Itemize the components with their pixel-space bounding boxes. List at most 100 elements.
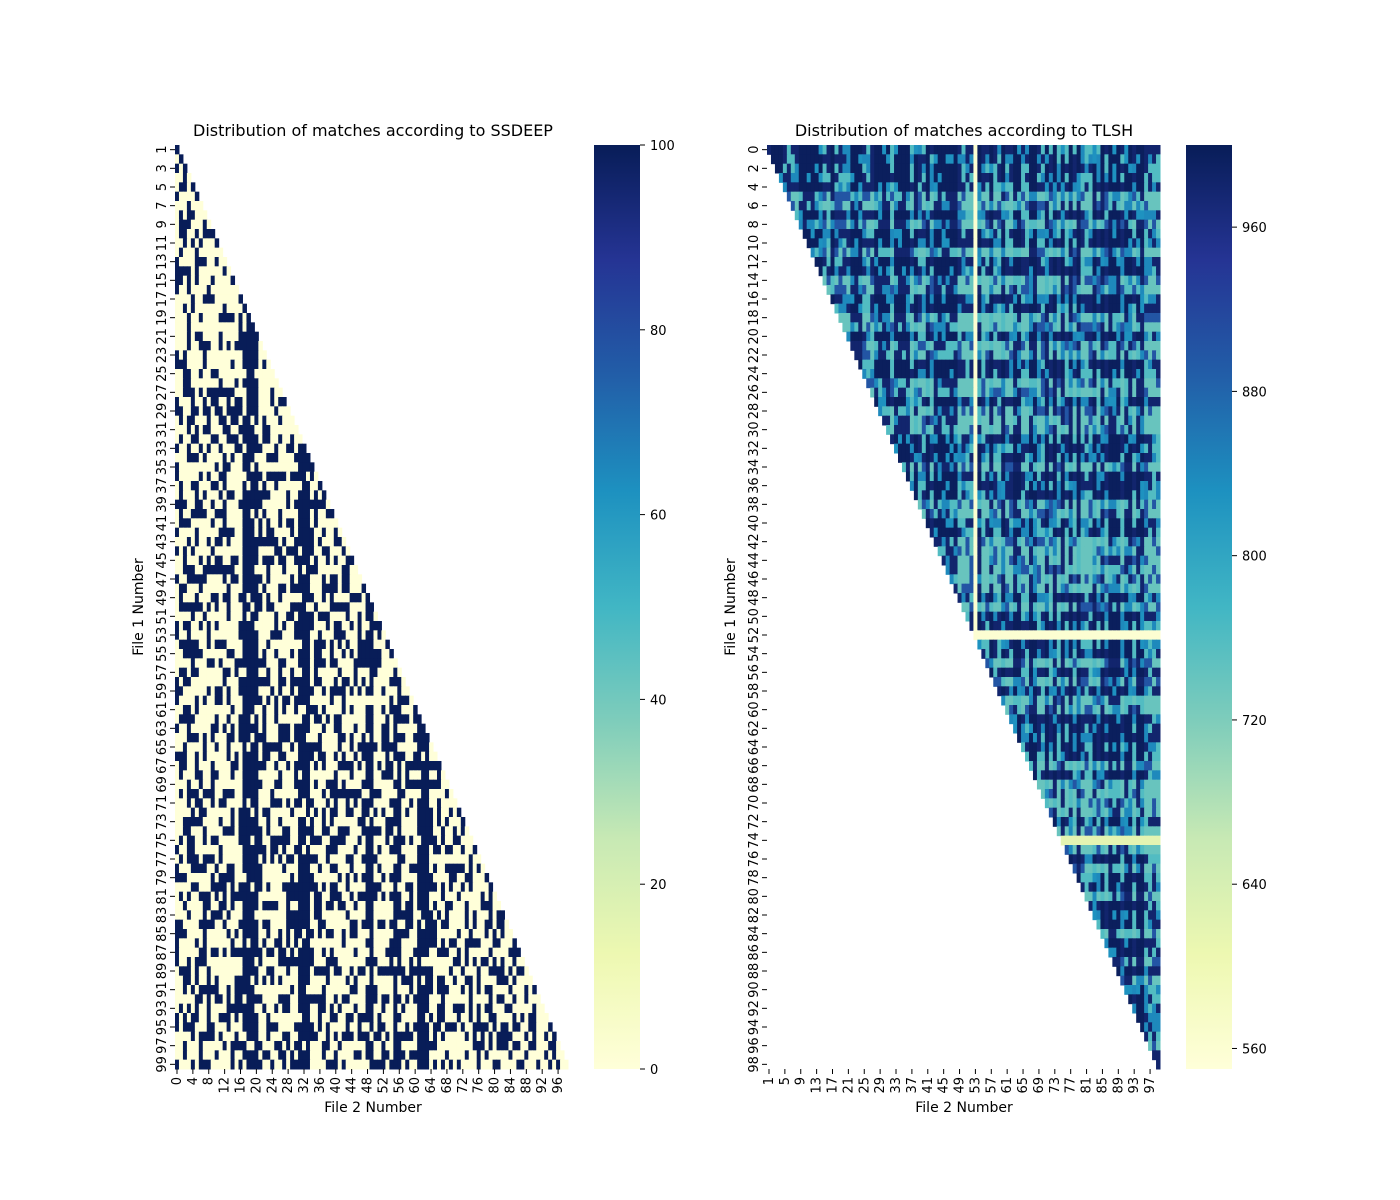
ssdeep-cell xyxy=(484,1003,490,1014)
ssdeep-cell xyxy=(357,938,363,949)
ssdeep-cell xyxy=(294,574,299,585)
ssdeep-cell xyxy=(198,705,204,715)
ssdeep-cell xyxy=(405,845,410,855)
ssdeep-cell xyxy=(186,322,192,333)
ssdeep-cell xyxy=(448,985,454,995)
ssdeep-cell xyxy=(309,518,315,529)
ssdeep-cell xyxy=(290,565,295,575)
ssdeep-cell xyxy=(302,677,307,687)
ssdeep-cell xyxy=(182,817,188,827)
ssdeep-cell xyxy=(440,1013,446,1023)
ssdeep-cell xyxy=(333,770,339,781)
ssdeep-cell xyxy=(210,639,216,650)
ssdeep-cell xyxy=(294,761,299,771)
ssdeep-cell xyxy=(254,555,259,566)
ssdeep-cell xyxy=(210,425,216,435)
ssdeep-cell xyxy=(361,649,367,659)
ssdeep-cell xyxy=(425,957,430,967)
ssdeep-cell xyxy=(337,649,343,659)
ssdeep-cell xyxy=(306,649,311,659)
ssdeep-cell xyxy=(520,966,525,977)
ssdeep-cell xyxy=(258,630,263,641)
ssdeep-cell xyxy=(250,882,255,893)
ssdeep-cell xyxy=(294,695,299,706)
ssdeep-cell xyxy=(194,565,200,575)
ssdeep-cell xyxy=(448,947,454,958)
ssdeep-cell xyxy=(313,518,319,529)
ssdeep-cell xyxy=(329,929,335,939)
ssdeep-cell xyxy=(345,677,351,687)
ssdeep-cell xyxy=(234,957,240,967)
ssdeep-cell xyxy=(250,415,255,426)
ssdeep-cell xyxy=(369,761,374,771)
ssdeep-cell xyxy=(401,845,406,855)
ssdeep-cell xyxy=(361,873,367,883)
ssdeep-cell xyxy=(512,1031,517,1042)
ssdeep-cell xyxy=(202,1022,208,1033)
ssdeep-cell xyxy=(524,985,529,995)
ssdeep-cell xyxy=(210,1059,216,1070)
ssdeep-cell xyxy=(234,705,240,715)
ssdeep-cell xyxy=(210,891,216,902)
ssdeep-cell xyxy=(385,779,390,790)
ssdeep-cell xyxy=(270,378,275,389)
ssdeep-cell xyxy=(250,826,255,837)
ssdeep-cell xyxy=(238,845,243,855)
ssdeep-cell xyxy=(405,1022,410,1033)
ssdeep-cell xyxy=(194,985,200,995)
ssdeep-cell xyxy=(309,583,315,594)
ssdeep-cell xyxy=(468,985,474,995)
ssdeep-cell xyxy=(421,845,426,855)
ssdeep-cell xyxy=(270,490,275,501)
ssdeep-cell xyxy=(194,537,200,547)
ssdeep-cell xyxy=(214,443,220,454)
ssdeep-cell xyxy=(298,901,303,911)
ssdeep-cell xyxy=(202,350,208,361)
ssdeep-cell xyxy=(325,649,331,659)
ssdeep-cell xyxy=(234,462,240,473)
ssdeep-cell xyxy=(349,891,355,902)
ssdeep-cell xyxy=(278,854,283,865)
ssdeep-cell xyxy=(317,817,323,827)
ssdeep-cell xyxy=(433,910,438,921)
ssdeep-cell xyxy=(206,453,212,463)
ssdeep-cell xyxy=(214,499,220,510)
ssdeep-cell xyxy=(472,1031,478,1042)
ssdeep-cell xyxy=(206,378,212,389)
ssdeep-cell xyxy=(250,891,255,902)
ssdeep-cell xyxy=(230,1041,236,1051)
ssdeep-cell xyxy=(198,229,204,239)
ssdeep-cell xyxy=(282,1022,287,1033)
ssdeep-cell xyxy=(242,901,247,911)
ssdeep-cell xyxy=(401,994,406,1005)
ssdeep-cell xyxy=(230,602,236,613)
ssdeep-cell xyxy=(238,1022,243,1033)
ssdeep-cell xyxy=(246,565,251,575)
ssdeep-cell xyxy=(373,761,378,771)
ssdeep-cell xyxy=(178,565,184,575)
ssdeep-cell xyxy=(198,593,204,603)
ssdeep-cell xyxy=(429,938,434,949)
ssdeep-cell xyxy=(278,938,283,949)
ssdeep-cell xyxy=(194,695,200,706)
ssdeep-cell xyxy=(389,947,394,958)
ssdeep-cell xyxy=(353,667,359,678)
ssdeep-cell xyxy=(349,882,355,893)
ssdeep-cell xyxy=(484,985,490,995)
ssdeep-cell xyxy=(385,649,390,659)
ssdeep-cell xyxy=(250,602,255,613)
ssdeep-cell xyxy=(226,929,232,939)
ssdeep-cell xyxy=(361,593,367,603)
ssdeep-cell xyxy=(274,929,279,939)
ssdeep-cell xyxy=(520,1013,525,1023)
ssdeep-cell xyxy=(198,462,204,473)
ssdeep-cell xyxy=(361,658,367,669)
ssdeep-cell xyxy=(357,686,363,697)
ssdeep-cell xyxy=(286,481,291,491)
ssdeep-cell xyxy=(365,966,371,977)
ssdeep-cell xyxy=(437,929,442,939)
ssdeep-cell xyxy=(238,723,243,734)
ssdeep-cell xyxy=(222,546,228,557)
ssdeep-cell xyxy=(246,621,251,631)
ssdeep-cell xyxy=(238,658,243,669)
